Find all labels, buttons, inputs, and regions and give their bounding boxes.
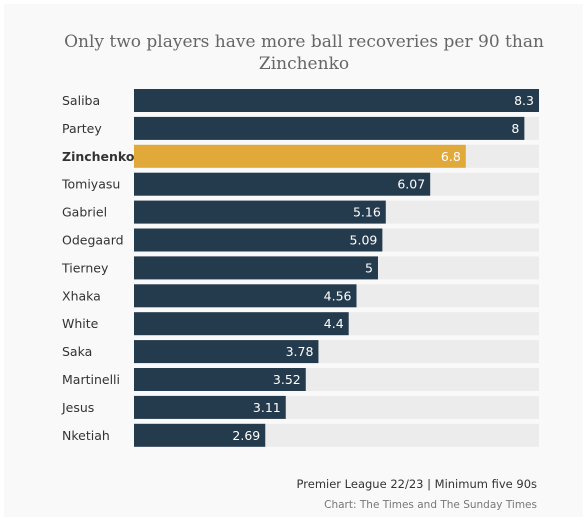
bar-gabriel (134, 200, 386, 224)
category-label: Saka (62, 344, 92, 359)
footer-source: Chart: The Times and The Sunday Times (324, 499, 537, 511)
bar-row-tierney: Tierney 5 (61, 256, 539, 280)
bar-row-partey: Partey 8 (62, 116, 539, 140)
chart-title: Only two players have more ball recoveri… (64, 32, 544, 74)
category-label: Gabriel (62, 205, 107, 220)
bar-white (134, 312, 349, 336)
bar-tomiyasu (134, 172, 431, 196)
bar-row-saliba: Saliba 8.3 (62, 89, 539, 112)
bar-jesus (134, 395, 286, 419)
bar-zinchenko (134, 144, 466, 168)
category-label: Tomiyasu (61, 177, 120, 192)
bar-martinelli (134, 368, 306, 391)
bar-tierney (134, 256, 378, 280)
bar-row-saka: Saka 3.78 (62, 340, 539, 364)
category-label: Saliba (62, 93, 100, 108)
bar-row-zinchenko: Zinchenko 6.8 (62, 144, 539, 168)
bar-nketiah (134, 423, 266, 447)
category-label: Tierney (61, 260, 109, 275)
bar-row-tomiyasu: Tomiyasu 6.07 (61, 172, 539, 196)
value-label: 5.16 (353, 205, 381, 220)
category-label: Nketiah (62, 428, 110, 443)
category-label: Xhaka (62, 288, 101, 303)
value-label: 5 (365, 260, 373, 275)
value-label: 8 (511, 121, 519, 136)
category-label: Partey (62, 121, 102, 136)
chart-card: Only two players have more ball recoveri… (4, 4, 583, 517)
bar-row-white: White 4.4 (62, 312, 539, 336)
category-label: Odegaard (62, 233, 124, 248)
value-label: 5.09 (350, 233, 378, 248)
value-label: 6.07 (397, 177, 425, 192)
value-label: 8.3 (514, 93, 534, 108)
bar-row-gabriel: Gabriel 5.16 (62, 200, 539, 224)
bar-partey (134, 116, 525, 140)
bar-row-nketiah: Nketiah 2.69 (62, 423, 539, 447)
category-label: Martinelli (62, 372, 120, 387)
category-label: Jesus (61, 400, 94, 415)
value-label: 4.56 (324, 288, 352, 303)
value-label: 2.69 (232, 428, 260, 443)
value-label: 3.78 (286, 344, 314, 359)
bar-saliba (134, 89, 539, 112)
category-label: White (62, 316, 99, 331)
bar-xhaka (134, 284, 357, 308)
bar-row-odegaard: Odegaard 5.09 (62, 228, 539, 252)
bar-odegaard (134, 228, 383, 252)
bar-row-martinelli: Martinelli 3.52 (62, 368, 539, 391)
value-label: 4.4 (324, 316, 344, 331)
value-label: 3.11 (253, 400, 281, 415)
bar-row-jesus: Jesus 3.11 (61, 395, 539, 419)
bar-row-xhaka: Xhaka 4.56 (62, 284, 539, 308)
value-label: 6.8 (441, 149, 461, 164)
bar-saka (134, 340, 319, 364)
bar-chart: Saliba 8.3 Partey 8 Zinchenko 6.8 Tomiyasu 6.07… (61, 89, 539, 447)
value-label: 3.52 (273, 372, 301, 387)
footer-note: Premier League 22/23 | Minimum five 90s (296, 477, 537, 491)
category-label: Zinchenko (62, 149, 135, 164)
